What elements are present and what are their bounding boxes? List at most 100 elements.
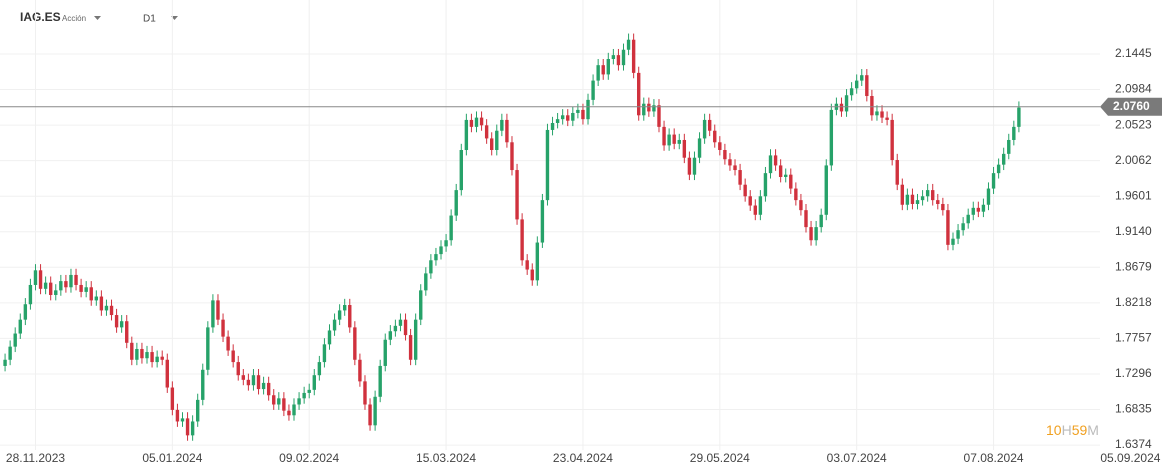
candle-body	[525, 260, 529, 270]
y-tick-label: 1.7296	[1115, 366, 1152, 380]
symbol[interactable]: IAG.ES	[20, 10, 61, 24]
candle-body	[667, 134, 671, 146]
candle-body	[571, 112, 575, 121]
candle-body	[484, 125, 489, 139]
candle-body	[733, 165, 737, 171]
candle-body	[895, 160, 899, 185]
candle-body	[915, 200, 920, 204]
candle-body	[956, 230, 960, 239]
candle-body	[185, 418, 190, 436]
candle-body	[165, 359, 169, 388]
symbol-dropdown[interactable]	[94, 16, 101, 20]
y-tick-label: 2.0984	[1115, 82, 1152, 96]
candle-body	[79, 284, 83, 292]
candle-body	[713, 130, 717, 143]
candle-body	[550, 123, 555, 130]
candle-body	[773, 155, 778, 166]
candle-body	[373, 396, 377, 426]
candle-body	[69, 274, 73, 288]
candle-body	[925, 190, 930, 197]
candle-body	[195, 399, 200, 422]
x-tick-label: 15.03.2024	[416, 451, 476, 465]
candle-body	[444, 240, 448, 247]
candle-body	[991, 173, 996, 189]
y-tick-label: 1.9601	[1115, 188, 1152, 202]
candle-body	[814, 227, 818, 241]
candle-body	[804, 210, 808, 228]
candle-body	[829, 109, 834, 166]
candle-body	[59, 281, 63, 291]
candle-body	[145, 352, 149, 359]
candle-body	[905, 194, 910, 205]
candle-body	[510, 142, 514, 171]
candle-body	[601, 65, 605, 75]
candle-body	[844, 95, 849, 112]
candle-body	[261, 382, 266, 390]
candle-body	[236, 362, 240, 376]
candle-body	[155, 356, 159, 363]
y-tick-label: 1.8679	[1115, 259, 1152, 273]
candle-body	[566, 115, 570, 121]
last-price-badge	[1100, 97, 1162, 116]
candle-body	[976, 207, 981, 212]
candle-body	[936, 200, 940, 204]
candle-body	[794, 188, 798, 201]
candle-body	[43, 282, 48, 289]
candle-body	[931, 190, 935, 201]
candle-body	[637, 72, 641, 116]
countdown-minutes: 59	[1072, 422, 1088, 438]
timeframe[interactable]: D1	[143, 14, 156, 25]
candle-body	[180, 418, 185, 422]
candle-body	[723, 150, 727, 160]
x-tick-label: 05.01.2024	[142, 451, 202, 465]
candle-body	[626, 39, 631, 50]
candle-body	[474, 117, 479, 127]
candle-body	[119, 321, 124, 328]
candle-body	[434, 254, 438, 261]
countdown: 10H59M	[1046, 422, 1099, 438]
candle-body	[753, 205, 757, 215]
candle-body	[910, 194, 915, 204]
candle-body	[337, 310, 342, 320]
x-tick-label: 09.02.2024	[279, 451, 339, 465]
countdown-hours: 10	[1046, 422, 1062, 438]
candle-body	[8, 346, 12, 360]
candle-body	[348, 305, 352, 328]
candle-body	[99, 296, 104, 311]
candle-body	[190, 421, 195, 436]
candle-body	[555, 119, 560, 124]
candle-body	[490, 138, 494, 150]
candle-body	[464, 119, 469, 150]
candle-body	[966, 214, 970, 224]
candle-body	[854, 80, 859, 89]
candle-body	[778, 165, 783, 177]
candle-body	[631, 39, 636, 73]
candle-body	[865, 75, 869, 97]
countdown-h: H	[1062, 422, 1072, 438]
y-tick-label: 1.8218	[1115, 295, 1152, 309]
candle-body	[768, 155, 773, 174]
candle-body	[809, 227, 813, 241]
candle-body	[621, 49, 626, 66]
candle-body	[677, 139, 681, 144]
candle-body	[297, 398, 301, 405]
candle-body	[439, 246, 443, 255]
candle-body	[383, 339, 387, 366]
candle-body	[784, 174, 788, 177]
candle-body	[839, 103, 844, 112]
x-tick-label: 23.04.2024	[553, 451, 613, 465]
candle-body	[48, 282, 53, 295]
candle-body	[743, 184, 747, 197]
candle-body	[3, 359, 7, 366]
candle-body	[657, 105, 661, 127]
candle-body	[327, 330, 332, 345]
candle-body	[241, 375, 246, 380]
candle-body	[576, 109, 580, 113]
candle-body	[971, 207, 975, 215]
candle-body	[287, 410, 291, 416]
candle-body	[140, 348, 144, 359]
candle-body	[875, 111, 879, 116]
candle-body	[211, 300, 215, 328]
candle-body	[216, 300, 220, 320]
